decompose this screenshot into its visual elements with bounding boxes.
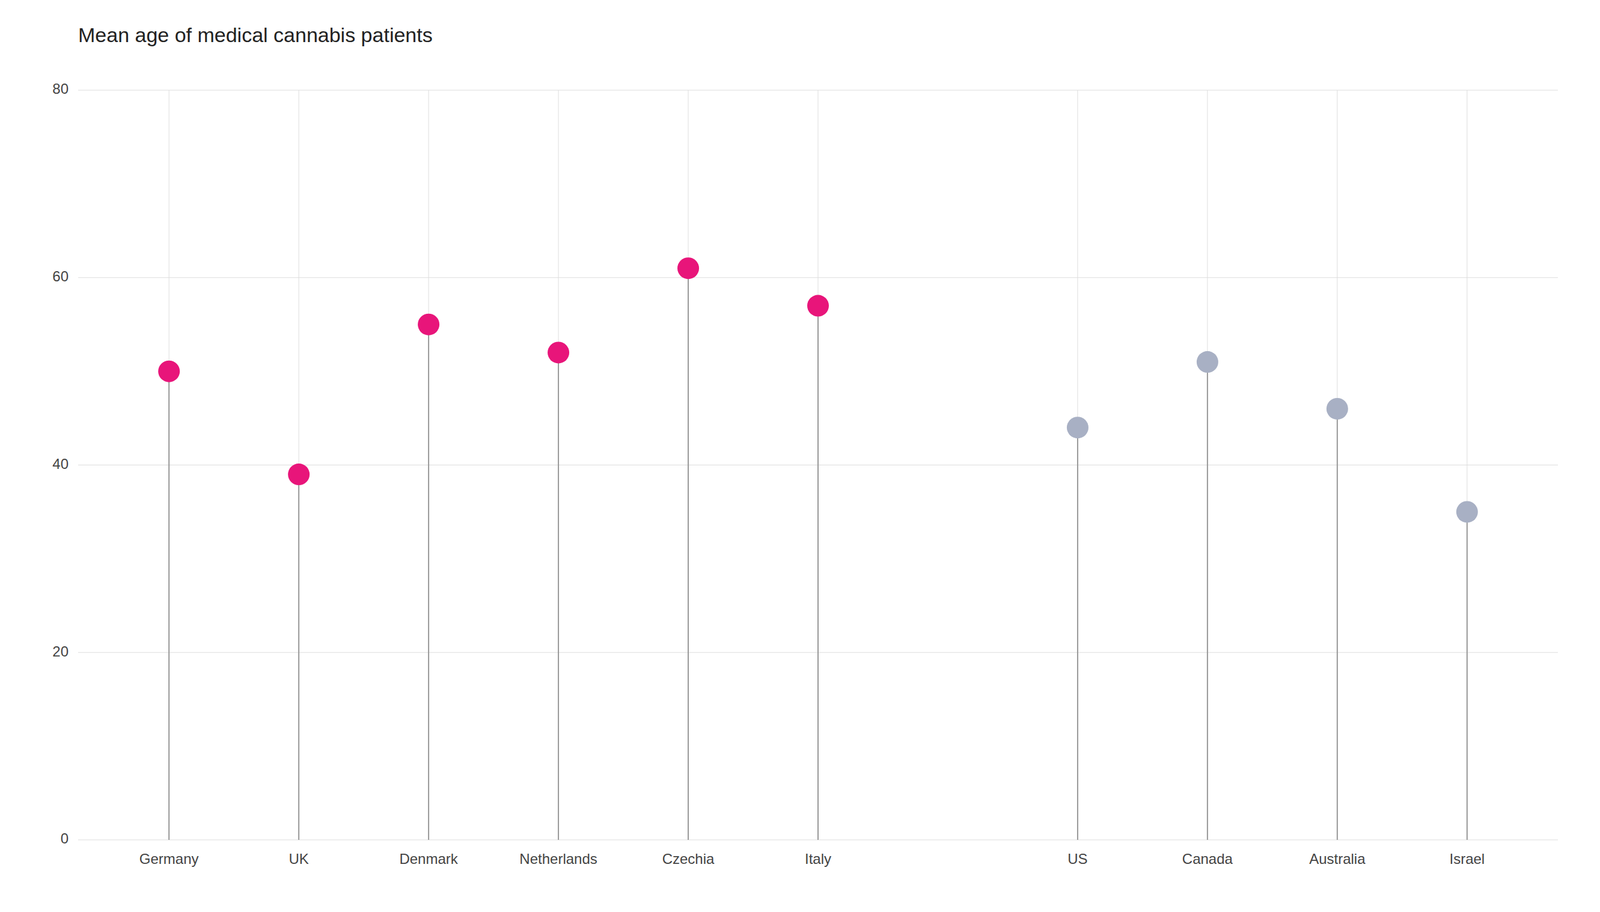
- x-grid-line: [558, 90, 559, 840]
- marks: [158, 257, 1478, 840]
- chart-svg: Mean age of medical cannabis patients 0 20…: [0, 0, 1600, 912]
- stem: [298, 474, 300, 840]
- x-tick-label: Israel: [1449, 850, 1485, 867]
- x-grid-line: [1336, 90, 1338, 840]
- x-grid-line: [428, 90, 430, 840]
- dot: [1066, 416, 1089, 439]
- dot: [1196, 351, 1219, 373]
- y-tick-label: 40: [52, 455, 69, 472]
- x-tick-label: Denmark: [399, 850, 459, 867]
- x-grid-line: [1077, 90, 1078, 840]
- x-tick-label: Italy: [804, 850, 832, 867]
- dot: [807, 295, 829, 317]
- x-grid-line: [168, 90, 170, 840]
- x-tick-label: Australia: [1309, 850, 1366, 867]
- stem: [168, 371, 170, 840]
- x-tick-label: US: [1067, 850, 1088, 867]
- dot: [1326, 397, 1349, 420]
- x-tick-label: Czechia: [662, 850, 715, 867]
- x-grid-line: [1466, 90, 1468, 840]
- x-tick-label: UK: [288, 850, 309, 867]
- y-tick-label: 60: [52, 268, 69, 285]
- y-tick-label: 80: [52, 80, 69, 97]
- dot: [1456, 500, 1478, 523]
- grid: [78, 90, 1558, 840]
- stem: [1206, 361, 1209, 840]
- stem: [687, 268, 689, 840]
- dot: [158, 360, 180, 383]
- dot: [287, 463, 310, 486]
- stem: [1077, 427, 1079, 840]
- y-tick-label: 0: [60, 830, 69, 847]
- y-tick-label: 20: [52, 643, 69, 660]
- x-grid-line: [688, 90, 689, 840]
- x-tick-label: Canada: [1182, 850, 1234, 867]
- x-grid-line: [818, 90, 819, 840]
- dot: [677, 257, 700, 279]
- dot: [547, 341, 570, 364]
- dot: [417, 313, 440, 336]
- stem: [557, 352, 559, 840]
- x-tick-label: Germany: [139, 850, 199, 867]
- chart-container: Mean age of medical cannabis patients 0 20…: [0, 0, 1600, 912]
- stem: [427, 324, 430, 840]
- chart-title: Mean age of medical cannabis patients: [78, 23, 433, 47]
- x-grid-line: [1206, 90, 1208, 840]
- stem: [1336, 408, 1338, 840]
- stem: [817, 305, 819, 840]
- x-tick-label: Netherlands: [519, 850, 597, 867]
- stem: [1466, 511, 1468, 840]
